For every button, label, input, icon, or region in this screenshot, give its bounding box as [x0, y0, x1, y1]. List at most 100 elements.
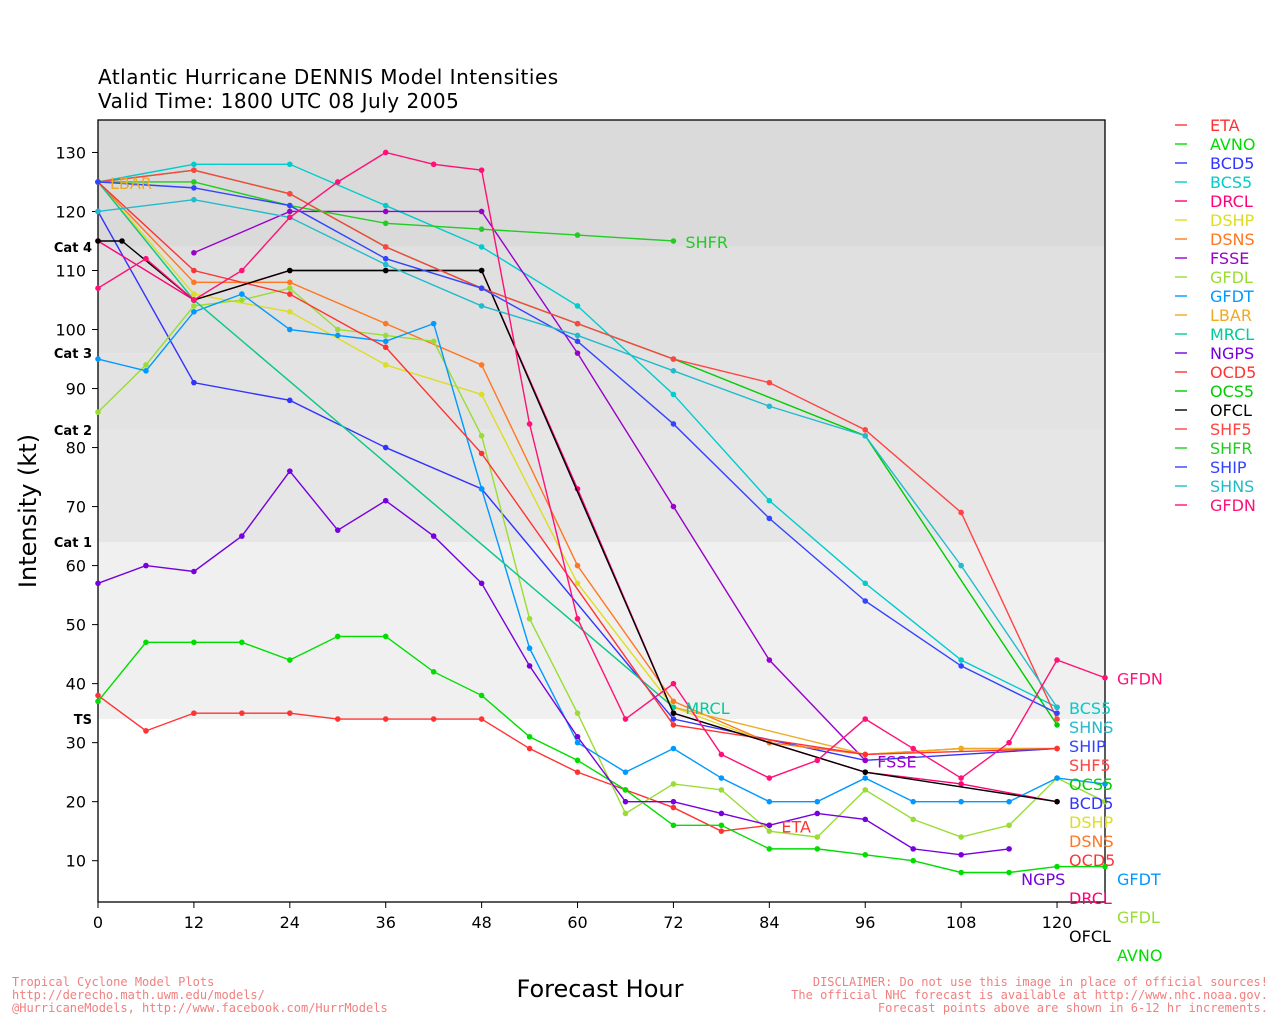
data-point-ETA: [574, 769, 581, 775]
series-end-label: SHNS: [1069, 718, 1113, 737]
data-point-AVNO: [526, 733, 533, 740]
legend-entry: BCS5: [1210, 173, 1252, 192]
data-point-GFDT: [239, 291, 245, 297]
data-point-GFDT: [574, 739, 581, 746]
data-point-NGPS: [382, 497, 389, 504]
series-end-label: OCD5: [1069, 851, 1115, 870]
data-point-GFDT: [1102, 781, 1108, 787]
data-point-SHNS: [574, 332, 581, 339]
data-point-OCD5: [287, 291, 293, 297]
legend-entry: SHF5: [1210, 420, 1252, 439]
data-point-GFDL: [382, 332, 389, 339]
data-point-ETA: [143, 728, 149, 734]
data-point-GFDN: [1006, 739, 1012, 746]
data-point-DSNS: [574, 562, 581, 569]
data-point-NGPS: [478, 580, 485, 587]
data-point-GFDL: [1006, 822, 1012, 829]
data-point-AVNO: [95, 698, 101, 705]
plot-frame: [97, 119, 1106, 903]
x-tick-label: 96: [855, 913, 875, 932]
data-point-DSHP: [191, 291, 197, 297]
legend-entry: FSSE: [1210, 249, 1249, 268]
data-point-GFDN: [814, 757, 821, 764]
series-end-label: AVNO: [1117, 946, 1162, 965]
category-band: [98, 246, 1105, 354]
data-point-GFDT: [910, 798, 916, 805]
data-point-GFDN: [1102, 674, 1108, 681]
y-tick-label: 70: [66, 498, 86, 517]
data-point-AVNO: [622, 787, 629, 793]
disclaimer-line: The official NHC forecast is available a…: [791, 988, 1268, 1002]
data-point-SHIP: [95, 179, 101, 185]
footer-left: Tropical Cyclone Model Plots http://dere…: [12, 976, 388, 1015]
data-point-BCS5: [382, 202, 389, 209]
series-end-label: ETA: [781, 817, 811, 836]
data-point-AVNO: [143, 639, 149, 646]
y-tick-label: 30: [66, 734, 86, 753]
data-point-OFCL: [1054, 798, 1060, 805]
data-point-BCD5: [670, 716, 677, 722]
legend-entry: LBAR: [1210, 306, 1252, 325]
data-point-NGPS: [191, 568, 197, 575]
data-point-NGPS: [910, 846, 916, 852]
category-label: Cat 1: [54, 536, 92, 551]
data-point-NGPS: [287, 468, 293, 474]
data-point-SHNS: [670, 368, 677, 374]
series-line-AVNO: [97, 635, 1105, 874]
data-point-GFDN: [766, 775, 773, 781]
x-tick-label: 120: [1042, 913, 1073, 932]
data-point-SHNS: [382, 261, 389, 268]
data-point-AVNO: [478, 692, 485, 699]
data-point-FSSE: [766, 657, 773, 663]
data-point-BCS5: [478, 244, 485, 250]
data-point-GFDT: [334, 332, 341, 339]
data-point-DSHP: [478, 391, 485, 398]
data-point-NGPS: [718, 810, 725, 817]
footer-left-line: Tropical Cyclone Model Plots: [12, 975, 215, 989]
x-tick-label: 60: [567, 913, 587, 932]
data-point-FSSE: [382, 208, 389, 215]
series-end-label: BCD5: [1069, 794, 1113, 813]
data-point-BCS5: [574, 303, 581, 309]
data-point-ETA: [334, 716, 341, 722]
y-axis-label: Intensity (kt): [14, 434, 42, 588]
data-point-DSHP: [287, 309, 293, 315]
data-point-SHIP: [382, 255, 389, 262]
data-point-ETA: [191, 710, 197, 716]
data-point-NGPS: [526, 663, 533, 669]
data-point-GFDT: [526, 645, 533, 652]
data-point-SHFR: [574, 232, 581, 238]
data-point-GFDT: [191, 309, 197, 315]
data-point-DSNS: [670, 698, 677, 705]
series-end-label: SHIP: [1069, 737, 1106, 756]
footer-left-line: http://derecho.math.uwm.edu/models/: [12, 988, 265, 1002]
category-band: [98, 429, 1105, 542]
data-point-SHIP: [1054, 710, 1060, 716]
series-line-BCD5: [97, 211, 1058, 762]
data-point-GFDL: [287, 285, 293, 292]
category-band: [98, 541, 1105, 720]
legend-entry: SHIP: [1210, 458, 1247, 477]
data-point-SHF5: [191, 167, 197, 173]
data-point-GFDL: [958, 834, 964, 840]
series-end-label: SHF5: [1069, 756, 1111, 775]
series-end-label: GFDN: [1117, 670, 1163, 689]
data-point-SHIP: [191, 185, 197, 191]
data-point-GFDN: [526, 421, 533, 427]
x-tick-label: 12: [184, 913, 204, 932]
data-point-GFDL: [814, 834, 821, 840]
footer-left-line: @HurricaneModels, http://www.facebook.co…: [12, 1001, 388, 1015]
data-point-GFDT: [287, 326, 293, 333]
data-point-BCS5: [766, 497, 773, 504]
data-point-OFCL: [478, 267, 485, 274]
data-point-AVNO: [430, 669, 437, 675]
data-point-BCS5: [958, 657, 964, 663]
data-point-GFDL: [862, 787, 869, 793]
data-point-GFDL: [334, 326, 341, 333]
y-tick-label: 130: [55, 143, 86, 162]
series-end-label: FSSE: [877, 752, 916, 771]
data-point-OFCL: [287, 267, 293, 274]
data-point-BCD5: [191, 379, 197, 386]
data-point-GFDN: [862, 716, 869, 722]
